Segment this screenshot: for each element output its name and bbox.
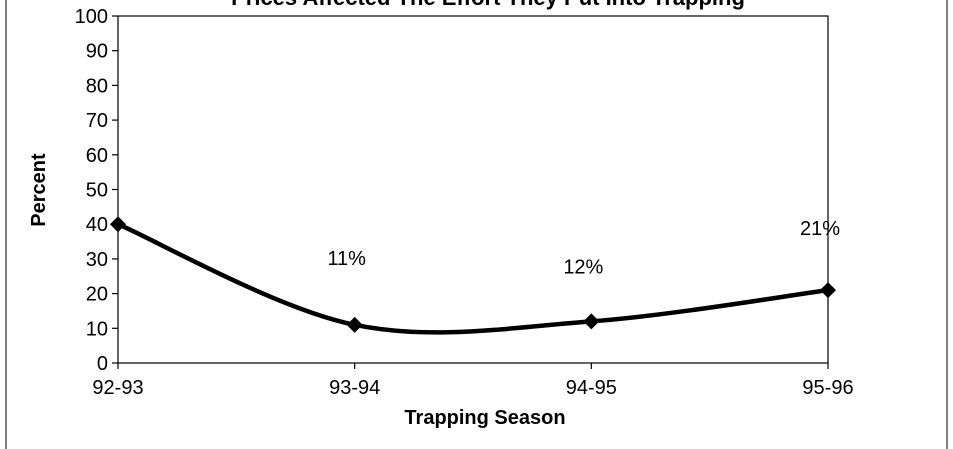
- data-label: 11%: [327, 248, 366, 270]
- y-tick-label: 20: [86, 284, 108, 306]
- y-tick-label: 80: [86, 75, 108, 97]
- x-tick-label: 92-93: [92, 377, 143, 399]
- series-line: [117, 222, 829, 335]
- y-tick-label: 40: [86, 214, 108, 236]
- y-tick-label: 10: [86, 318, 108, 340]
- data-point-marker: [820, 282, 836, 299]
- y-tick-label: 30: [86, 249, 108, 271]
- y-tick-label: 90: [86, 41, 108, 63]
- data-label: 21%: [800, 218, 840, 240]
- series-layer: [110, 216, 836, 335]
- plot-area: [117, 15, 829, 364]
- chart-title: Prices Affected The Effort They Put Into…: [231, 0, 745, 10]
- data-point-marker: [346, 316, 363, 333]
- data-point-marker: [110, 216, 126, 233]
- y-axis-label: Percent: [28, 153, 50, 227]
- data-labels: 11% 12% 21%: [327, 218, 840, 278]
- x-axis-label: Trapping Season: [404, 407, 565, 429]
- y-tick-label: 50: [86, 180, 108, 202]
- x-tick-label: 95-96: [802, 377, 853, 399]
- y-tick-label: 60: [86, 145, 108, 167]
- data-point-marker: [583, 313, 600, 330]
- x-tick-label: 94-95: [566, 377, 617, 399]
- data-label: 12%: [563, 256, 603, 278]
- x-axis: 92-93 93-94 94-95 95-96: [92, 363, 854, 399]
- x-tick-label: 93-94: [329, 377, 380, 399]
- y-tick-label: 100: [75, 6, 108, 28]
- y-tick-label: 70: [86, 110, 108, 132]
- y-tick-label: 0: [97, 353, 108, 375]
- y-axis: 0 10 20 30 40 50 60 70 80 90 100: [75, 6, 118, 375]
